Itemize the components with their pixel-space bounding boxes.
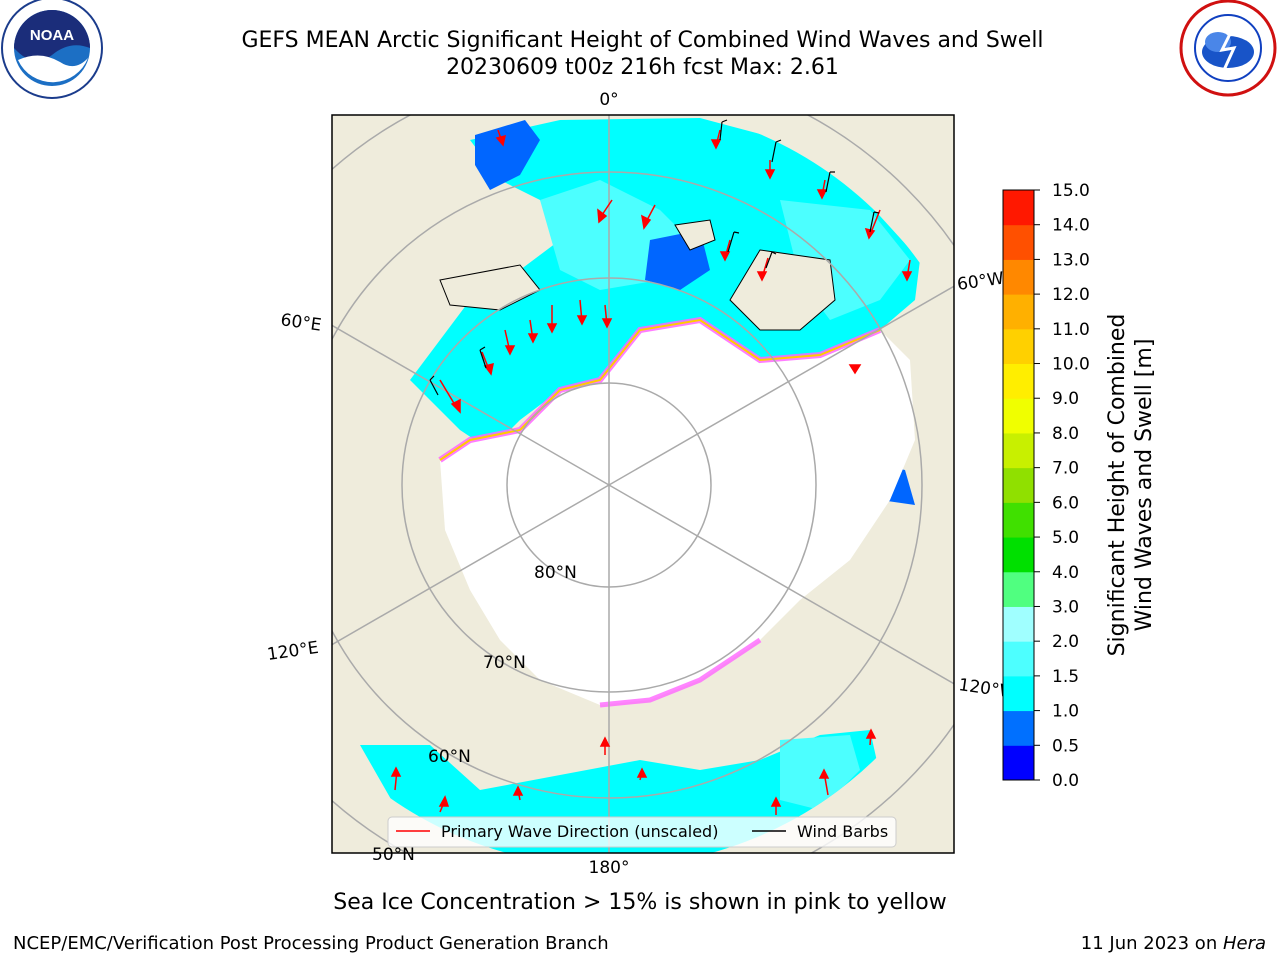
footer-host: Hera xyxy=(1222,933,1266,954)
longitude-grid xyxy=(332,115,954,853)
colorbar-tick-label: 1.0 xyxy=(1052,702,1079,722)
colorbar-tick-label: 0.5 xyxy=(1052,736,1079,756)
colorbar-swatch xyxy=(1003,190,1034,226)
map-legend: Primary Wave Direction (unscaled) Wind B… xyxy=(387,816,897,848)
iceland xyxy=(674,219,716,251)
colorbar-swatch xyxy=(1003,606,1034,642)
colorbar-tick-label: 11.0 xyxy=(1052,320,1090,340)
colorbar-swatch xyxy=(1003,224,1034,260)
colorbar-tick-label: 9.0 xyxy=(1052,389,1079,409)
nws-logo xyxy=(1179,0,1277,97)
footer-date: 11 Jun 2023 on xyxy=(1080,933,1223,954)
colorbar-swatch xyxy=(1003,502,1034,538)
lat-label-50n: 50°N xyxy=(372,845,415,865)
footer-left: NCEP/EMC/Verification Post Processing Pr… xyxy=(13,933,609,954)
map-frame xyxy=(331,114,955,854)
noaa-logo-text: NOAA xyxy=(30,27,74,44)
ice-edge-yellow xyxy=(439,318,881,461)
colorbar-tick-label: 0.0 xyxy=(1052,771,1079,791)
colorbar-swatch xyxy=(1003,328,1034,365)
ice-edge-bering xyxy=(599,637,762,708)
legend-barb-label: Wind Barbs xyxy=(797,822,888,841)
colorbar-tick-label: 14.0 xyxy=(1052,216,1090,236)
lon-label-0: 0° xyxy=(599,90,618,110)
colorbar-swatch xyxy=(1003,432,1034,469)
colorbar-tick-label: 10.0 xyxy=(1052,355,1090,375)
colorbar-tick-label: 2.0 xyxy=(1052,632,1079,652)
colorbar-swatch xyxy=(1003,710,1034,746)
colorbar-swatch xyxy=(1003,467,1034,503)
colorbar-frame xyxy=(1002,189,1035,781)
footer-right: 11 Jun 2023 on Hera xyxy=(1081,933,1266,954)
colorbar-tick-label: 5.0 xyxy=(1052,528,1079,548)
ice-note: Sea Ice Concentration > 15% is shown in … xyxy=(333,890,947,915)
colorbar-swatch xyxy=(1003,259,1034,295)
colorbar-label-line1: Significant Height of Combined xyxy=(1105,314,1130,657)
colorbar-tick-label: 7.0 xyxy=(1052,459,1079,479)
baltic-sea xyxy=(475,120,540,190)
polar-map: Primary Wave Direction (unscaled) Wind B… xyxy=(332,115,954,853)
chart-title: GEFS MEAN Arctic Significant Height of C… xyxy=(241,28,1044,53)
colorbar-swatch xyxy=(1003,745,1034,781)
gulf-of-alaska xyxy=(780,735,860,810)
colorbar-tick-label: 4.0 xyxy=(1052,563,1079,583)
colorbar-swatch xyxy=(1003,641,1034,677)
chart-subtitle: 20230609 t00z 216h fcst Max: 2.61 xyxy=(446,55,839,80)
colorbar-swatch xyxy=(1003,537,1034,573)
colorbar-swatch xyxy=(1003,363,1034,399)
lon-label-60w: 60°W xyxy=(956,269,1005,295)
lon-label-180: 180° xyxy=(589,858,630,878)
colorbar-tick-label: 6.0 xyxy=(1052,493,1079,513)
noaa-logo: NOAA xyxy=(1,0,103,99)
greenland xyxy=(729,249,836,331)
colorbar-tick-label: 15.0 xyxy=(1052,181,1090,201)
legend-primary-label: Primary Wave Direction (unscaled) xyxy=(441,822,718,841)
colorbar: 0.0 0.5 1.0 1.5 2.0 3.0 4.0 5.0 6.0 7.0 8.0 9.0 10.0… xyxy=(1002,181,1090,791)
colorbar-tick-label: 3.0 xyxy=(1052,597,1079,617)
colorbar-tick-label: 12.0 xyxy=(1052,285,1090,305)
scandinavia xyxy=(439,264,541,311)
colorbar-tick-label: 8.0 xyxy=(1052,424,1079,444)
colorbar-tick-label: 13.0 xyxy=(1052,250,1090,270)
lat-label-80n: 80°N xyxy=(534,563,577,583)
wind-barbs xyxy=(429,119,880,396)
lat-label-60n: 60°N xyxy=(428,747,471,767)
colorbar-tick-label: 1.5 xyxy=(1052,667,1079,687)
colorbar-swatch xyxy=(1003,571,1034,607)
colorbar-swatch xyxy=(1003,675,1034,712)
colorbar-swatch xyxy=(1003,398,1034,434)
sea-ice xyxy=(440,320,915,705)
wave-direction-arrows xyxy=(390,129,913,815)
lat-label-70n: 70°N xyxy=(483,653,526,673)
colorbar-label-line2: Wind Waves and Swell [m] xyxy=(1132,339,1157,632)
lon-label-60e: 60°E xyxy=(279,310,322,335)
colorbar-swatch xyxy=(1003,294,1034,330)
lon-label-120e: 120°E xyxy=(266,638,320,665)
